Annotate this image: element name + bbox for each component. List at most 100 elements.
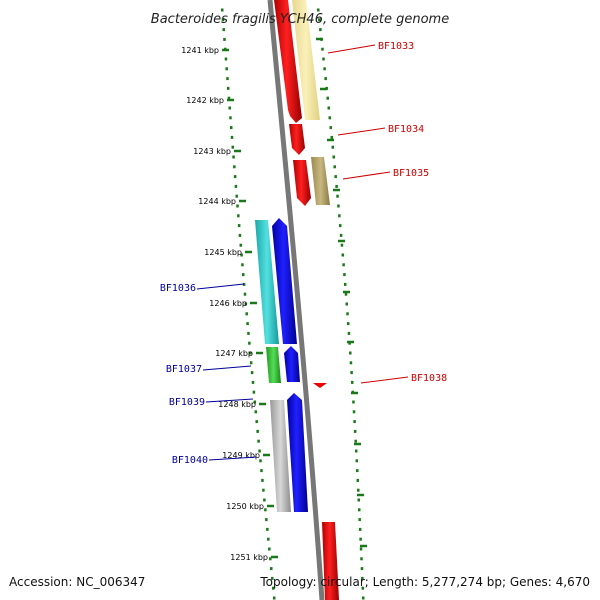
outer-ruler-dot <box>339 233 343 237</box>
inner-ruler-dot <box>221 18 225 22</box>
gene-label-bf1037[interactable]: BF1037 <box>166 364 202 375</box>
outer-ruler-dot <box>331 145 335 149</box>
inner-ruler-dot <box>255 420 258 424</box>
outer-ruler-dot <box>337 204 340 208</box>
inner-ruler-dot <box>270 567 273 571</box>
outer-ruler-dot <box>343 273 346 277</box>
outer-ruler-dot <box>358 518 361 522</box>
outer-ruler-dot <box>333 165 336 169</box>
gene-bf1033[interactable] <box>274 0 302 123</box>
outer-ruler <box>317 8 365 600</box>
outer-ruler-dot <box>352 400 355 404</box>
inner-ruler-dot <box>229 126 233 130</box>
gene-label-bf1033[interactable]: BF1033 <box>378 41 414 52</box>
gene-label-bf1040[interactable]: BF1040 <box>172 455 208 466</box>
gene-label-bf1039[interactable]: BF1039 <box>169 397 205 408</box>
gene-label-bf1038[interactable]: BF1038 <box>411 373 447 384</box>
tick-label: 1243 kbp <box>193 147 231 156</box>
gene-bf1036-cog[interactable] <box>255 220 279 344</box>
gene-bf1035-cog[interactable] <box>311 157 330 205</box>
inner-ruler-dot <box>241 263 244 267</box>
outer-ruler-dot <box>332 155 335 159</box>
outer-ruler-dot <box>359 537 362 541</box>
inner-ruler-dot <box>260 469 263 473</box>
gene-label-leader <box>327 44 376 54</box>
outer-ruler-dot <box>317 8 320 12</box>
inner-ruler-dot <box>240 253 243 257</box>
outer-ruler-dot <box>336 194 339 198</box>
gene-bf1038[interactable] <box>313 383 327 388</box>
inner-ruler-dot <box>232 155 235 159</box>
outer-ruler-dot <box>349 361 353 365</box>
tick-label: 1244 kbp <box>198 197 236 206</box>
gene-label-leader <box>360 376 409 384</box>
outer-ruler-dot <box>338 214 341 218</box>
gene-bf1039-1040[interactable] <box>287 393 308 512</box>
gene-bf1041[interactable] <box>322 522 339 600</box>
gene-label-leader <box>196 283 245 290</box>
inner-ruler-dot <box>246 322 249 326</box>
outer-ruler-dot <box>324 77 327 81</box>
gene-label-bf1036[interactable]: BF1036 <box>160 283 196 294</box>
gene-bf1037[interactable] <box>284 346 300 382</box>
inner-ruler-dot <box>237 224 241 228</box>
gene-label-bf1034[interactable]: BF1034 <box>388 124 424 135</box>
inner-ruler-dot <box>258 449 261 453</box>
outer-ruler-dot <box>361 586 365 590</box>
outer-ruler-dot <box>342 263 345 267</box>
inner-ruler-dot <box>253 400 257 404</box>
outer-ruler-dot <box>319 28 322 32</box>
inner-ruler-dot <box>269 557 272 561</box>
tick-label: 1241 kbp <box>181 46 219 55</box>
tick-label: 1247 kbp <box>215 349 253 358</box>
inner-ruler-dot <box>247 331 250 335</box>
gene-bf1037-cog[interactable] <box>266 347 281 383</box>
inner-ruler-dot <box>265 518 268 522</box>
outer-ruler-dot <box>354 439 357 443</box>
gene-label-bf1035[interactable]: BF1035 <box>393 168 429 179</box>
inner-ruler-dot <box>257 439 260 443</box>
inner-ruler-dot <box>242 282 246 286</box>
gene-label-leader <box>337 127 386 136</box>
inner-ruler-dot <box>250 371 254 375</box>
outer-ruler-dot <box>323 67 326 71</box>
inner-ruler <box>221 8 276 600</box>
inner-ruler-dot <box>244 302 248 306</box>
gene-bf1034[interactable] <box>289 124 305 155</box>
tick-label: 1248 kbp <box>218 400 256 409</box>
inner-ruler-dot <box>264 508 267 512</box>
gene-bf1033-cog[interactable] <box>292 0 320 120</box>
outer-ruler-dot <box>345 302 348 306</box>
outer-ruler-dot <box>362 596 365 600</box>
inner-ruler-dot <box>266 527 269 531</box>
gene-bf1035[interactable] <box>293 160 311 206</box>
tick-label: 1246 kbp <box>209 299 247 308</box>
outer-ruler-dot <box>349 351 352 355</box>
inner-ruler-dot <box>225 67 228 71</box>
inner-ruler-dot <box>273 596 276 600</box>
tick-label: 1251 kbp <box>230 553 268 562</box>
inner-ruler-dot <box>238 233 242 237</box>
outer-ruler-dot <box>360 557 363 561</box>
inner-ruler-dot <box>235 194 238 198</box>
inner-ruler-dot <box>223 37 226 41</box>
outer-ruler-dot <box>357 488 360 492</box>
outer-ruler-dot <box>327 106 330 110</box>
inner-ruler-dot <box>243 292 247 296</box>
gene-bf1039-cog[interactable] <box>270 400 291 512</box>
gene-label-leader <box>208 456 257 461</box>
outer-ruler-dot <box>343 282 347 286</box>
genome-backbone <box>267 0 325 600</box>
outer-ruler-dot <box>346 322 350 326</box>
inner-ruler-dot <box>251 380 255 384</box>
inner-ruler-dot <box>263 498 266 502</box>
outer-ruler-dot <box>321 47 324 51</box>
inner-ruler-dot <box>268 547 271 551</box>
outer-ruler-dot <box>334 175 337 179</box>
outer-ruler-dot <box>359 547 363 551</box>
inner-ruler-dot <box>231 145 235 149</box>
tick-label: 1245 kbp <box>204 248 242 257</box>
outer-ruler-dot <box>330 135 334 139</box>
gene-bf1036[interactable] <box>272 218 297 344</box>
